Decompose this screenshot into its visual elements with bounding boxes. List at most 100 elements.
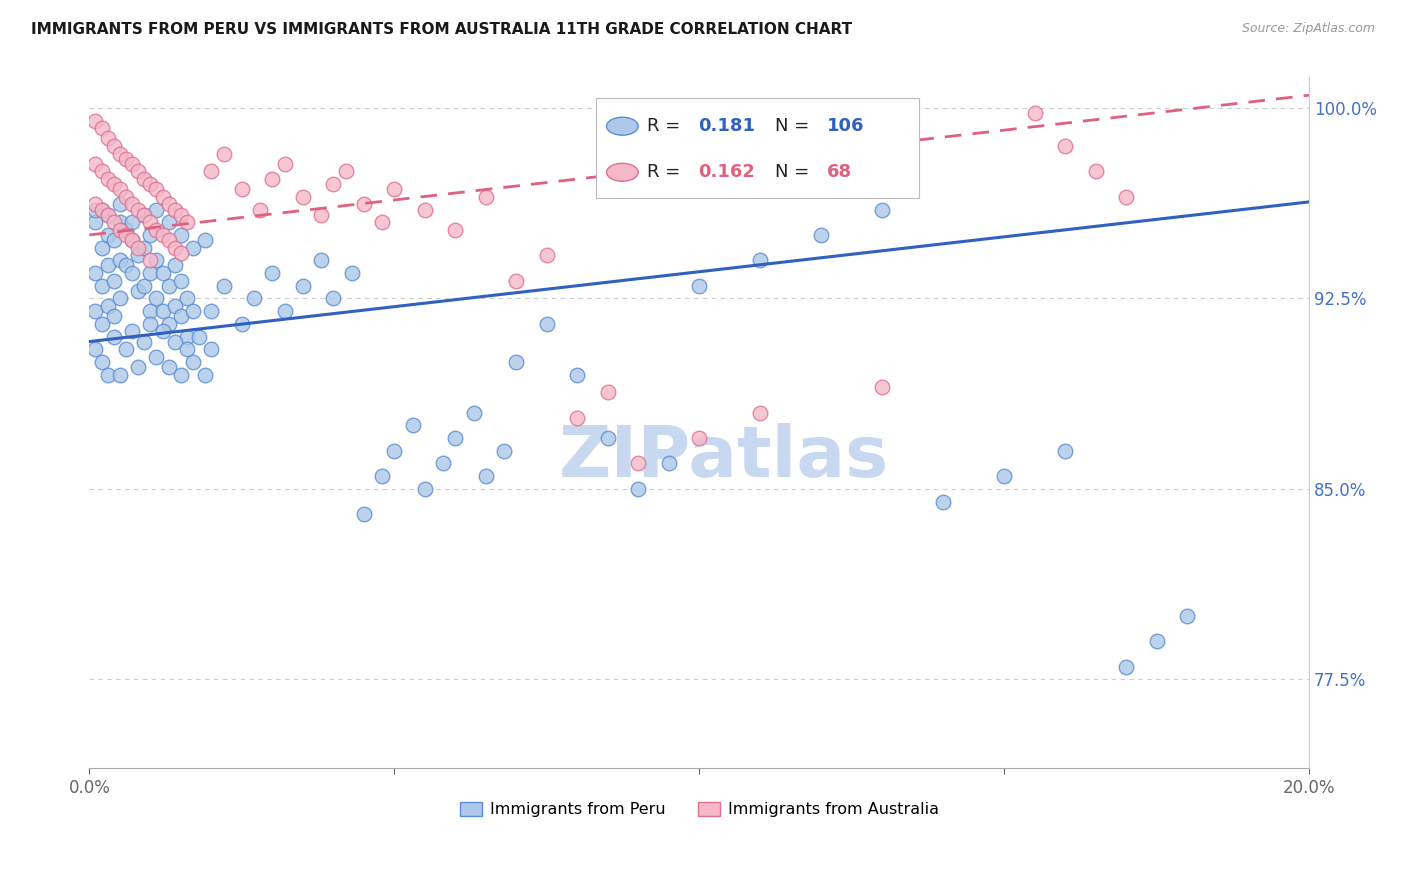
Point xyxy=(291,190,314,204)
Point xyxy=(84,197,107,211)
Point xyxy=(749,253,772,268)
Point xyxy=(335,164,357,178)
Point xyxy=(139,227,162,242)
Point xyxy=(1054,443,1077,458)
Point xyxy=(115,223,138,237)
Point xyxy=(127,284,149,298)
Point xyxy=(505,355,527,369)
Point xyxy=(157,359,180,374)
Point xyxy=(194,233,217,247)
Text: N =: N = xyxy=(775,163,815,181)
Text: N =: N = xyxy=(775,117,815,136)
Point xyxy=(596,385,619,400)
Point xyxy=(157,197,180,211)
Point xyxy=(371,215,394,229)
Point xyxy=(463,406,485,420)
Point xyxy=(163,202,186,217)
Point xyxy=(121,197,143,211)
Point xyxy=(176,342,198,356)
Point xyxy=(84,304,107,318)
Point xyxy=(444,223,467,237)
Point xyxy=(115,190,138,204)
Point xyxy=(115,259,138,273)
Point xyxy=(103,274,125,288)
Point xyxy=(103,177,125,191)
Point xyxy=(382,443,405,458)
Point xyxy=(163,334,186,349)
Point xyxy=(90,121,112,136)
Point xyxy=(382,182,405,196)
Point xyxy=(688,431,710,445)
Point xyxy=(108,223,131,237)
Point xyxy=(176,292,198,306)
Point xyxy=(145,223,167,237)
Point xyxy=(134,208,156,222)
Point xyxy=(145,350,167,364)
Point xyxy=(134,208,156,222)
Point xyxy=(152,190,174,204)
Point xyxy=(200,304,222,318)
Point xyxy=(108,215,131,229)
Point xyxy=(84,113,107,128)
Point xyxy=(353,508,375,522)
Point xyxy=(596,431,619,445)
Point xyxy=(627,457,650,471)
Point xyxy=(1115,659,1137,673)
Point xyxy=(870,202,893,217)
Point xyxy=(90,202,112,217)
Point xyxy=(90,278,112,293)
Point xyxy=(1115,190,1137,204)
Point xyxy=(170,227,193,242)
Point xyxy=(97,208,120,222)
Point xyxy=(121,325,143,339)
Point xyxy=(84,202,107,217)
Point xyxy=(127,202,149,217)
Point xyxy=(108,146,131,161)
Point xyxy=(139,253,162,268)
Point xyxy=(134,172,156,186)
Point xyxy=(103,233,125,247)
Point xyxy=(121,215,143,229)
Point xyxy=(1146,634,1168,648)
Circle shape xyxy=(606,117,638,136)
Legend: Immigrants from Peru, Immigrants from Australia: Immigrants from Peru, Immigrants from Au… xyxy=(453,796,945,824)
Text: R =: R = xyxy=(647,163,686,181)
Point xyxy=(127,241,149,255)
Point xyxy=(627,482,650,496)
Point xyxy=(176,215,198,229)
Point xyxy=(749,406,772,420)
Circle shape xyxy=(606,163,638,181)
Point xyxy=(121,233,143,247)
Point xyxy=(127,359,149,374)
Point xyxy=(108,292,131,306)
Text: 106: 106 xyxy=(827,117,865,136)
Point xyxy=(170,245,193,260)
Point xyxy=(108,182,131,196)
Point xyxy=(1084,164,1107,178)
Point xyxy=(200,164,222,178)
Text: ZIPatlas: ZIPatlas xyxy=(558,423,889,491)
Point xyxy=(97,259,120,273)
Point xyxy=(97,368,120,382)
Text: IMMIGRANTS FROM PERU VS IMMIGRANTS FROM AUSTRALIA 11TH GRADE CORRELATION CHART: IMMIGRANTS FROM PERU VS IMMIGRANTS FROM … xyxy=(31,22,852,37)
Point xyxy=(181,355,204,369)
Point xyxy=(163,299,186,313)
Point xyxy=(163,241,186,255)
Point xyxy=(413,202,436,217)
Point xyxy=(993,469,1015,483)
Point xyxy=(309,253,332,268)
Point xyxy=(103,215,125,229)
Point xyxy=(291,278,314,293)
Point xyxy=(157,233,180,247)
Point xyxy=(145,292,167,306)
Text: Source: ZipAtlas.com: Source: ZipAtlas.com xyxy=(1241,22,1375,36)
Point xyxy=(536,248,558,262)
Point xyxy=(262,266,284,280)
Point xyxy=(152,304,174,318)
Point xyxy=(322,177,344,191)
Point xyxy=(134,241,156,255)
Point xyxy=(127,248,149,262)
Point xyxy=(108,368,131,382)
Point xyxy=(145,253,167,268)
Point xyxy=(273,157,295,171)
